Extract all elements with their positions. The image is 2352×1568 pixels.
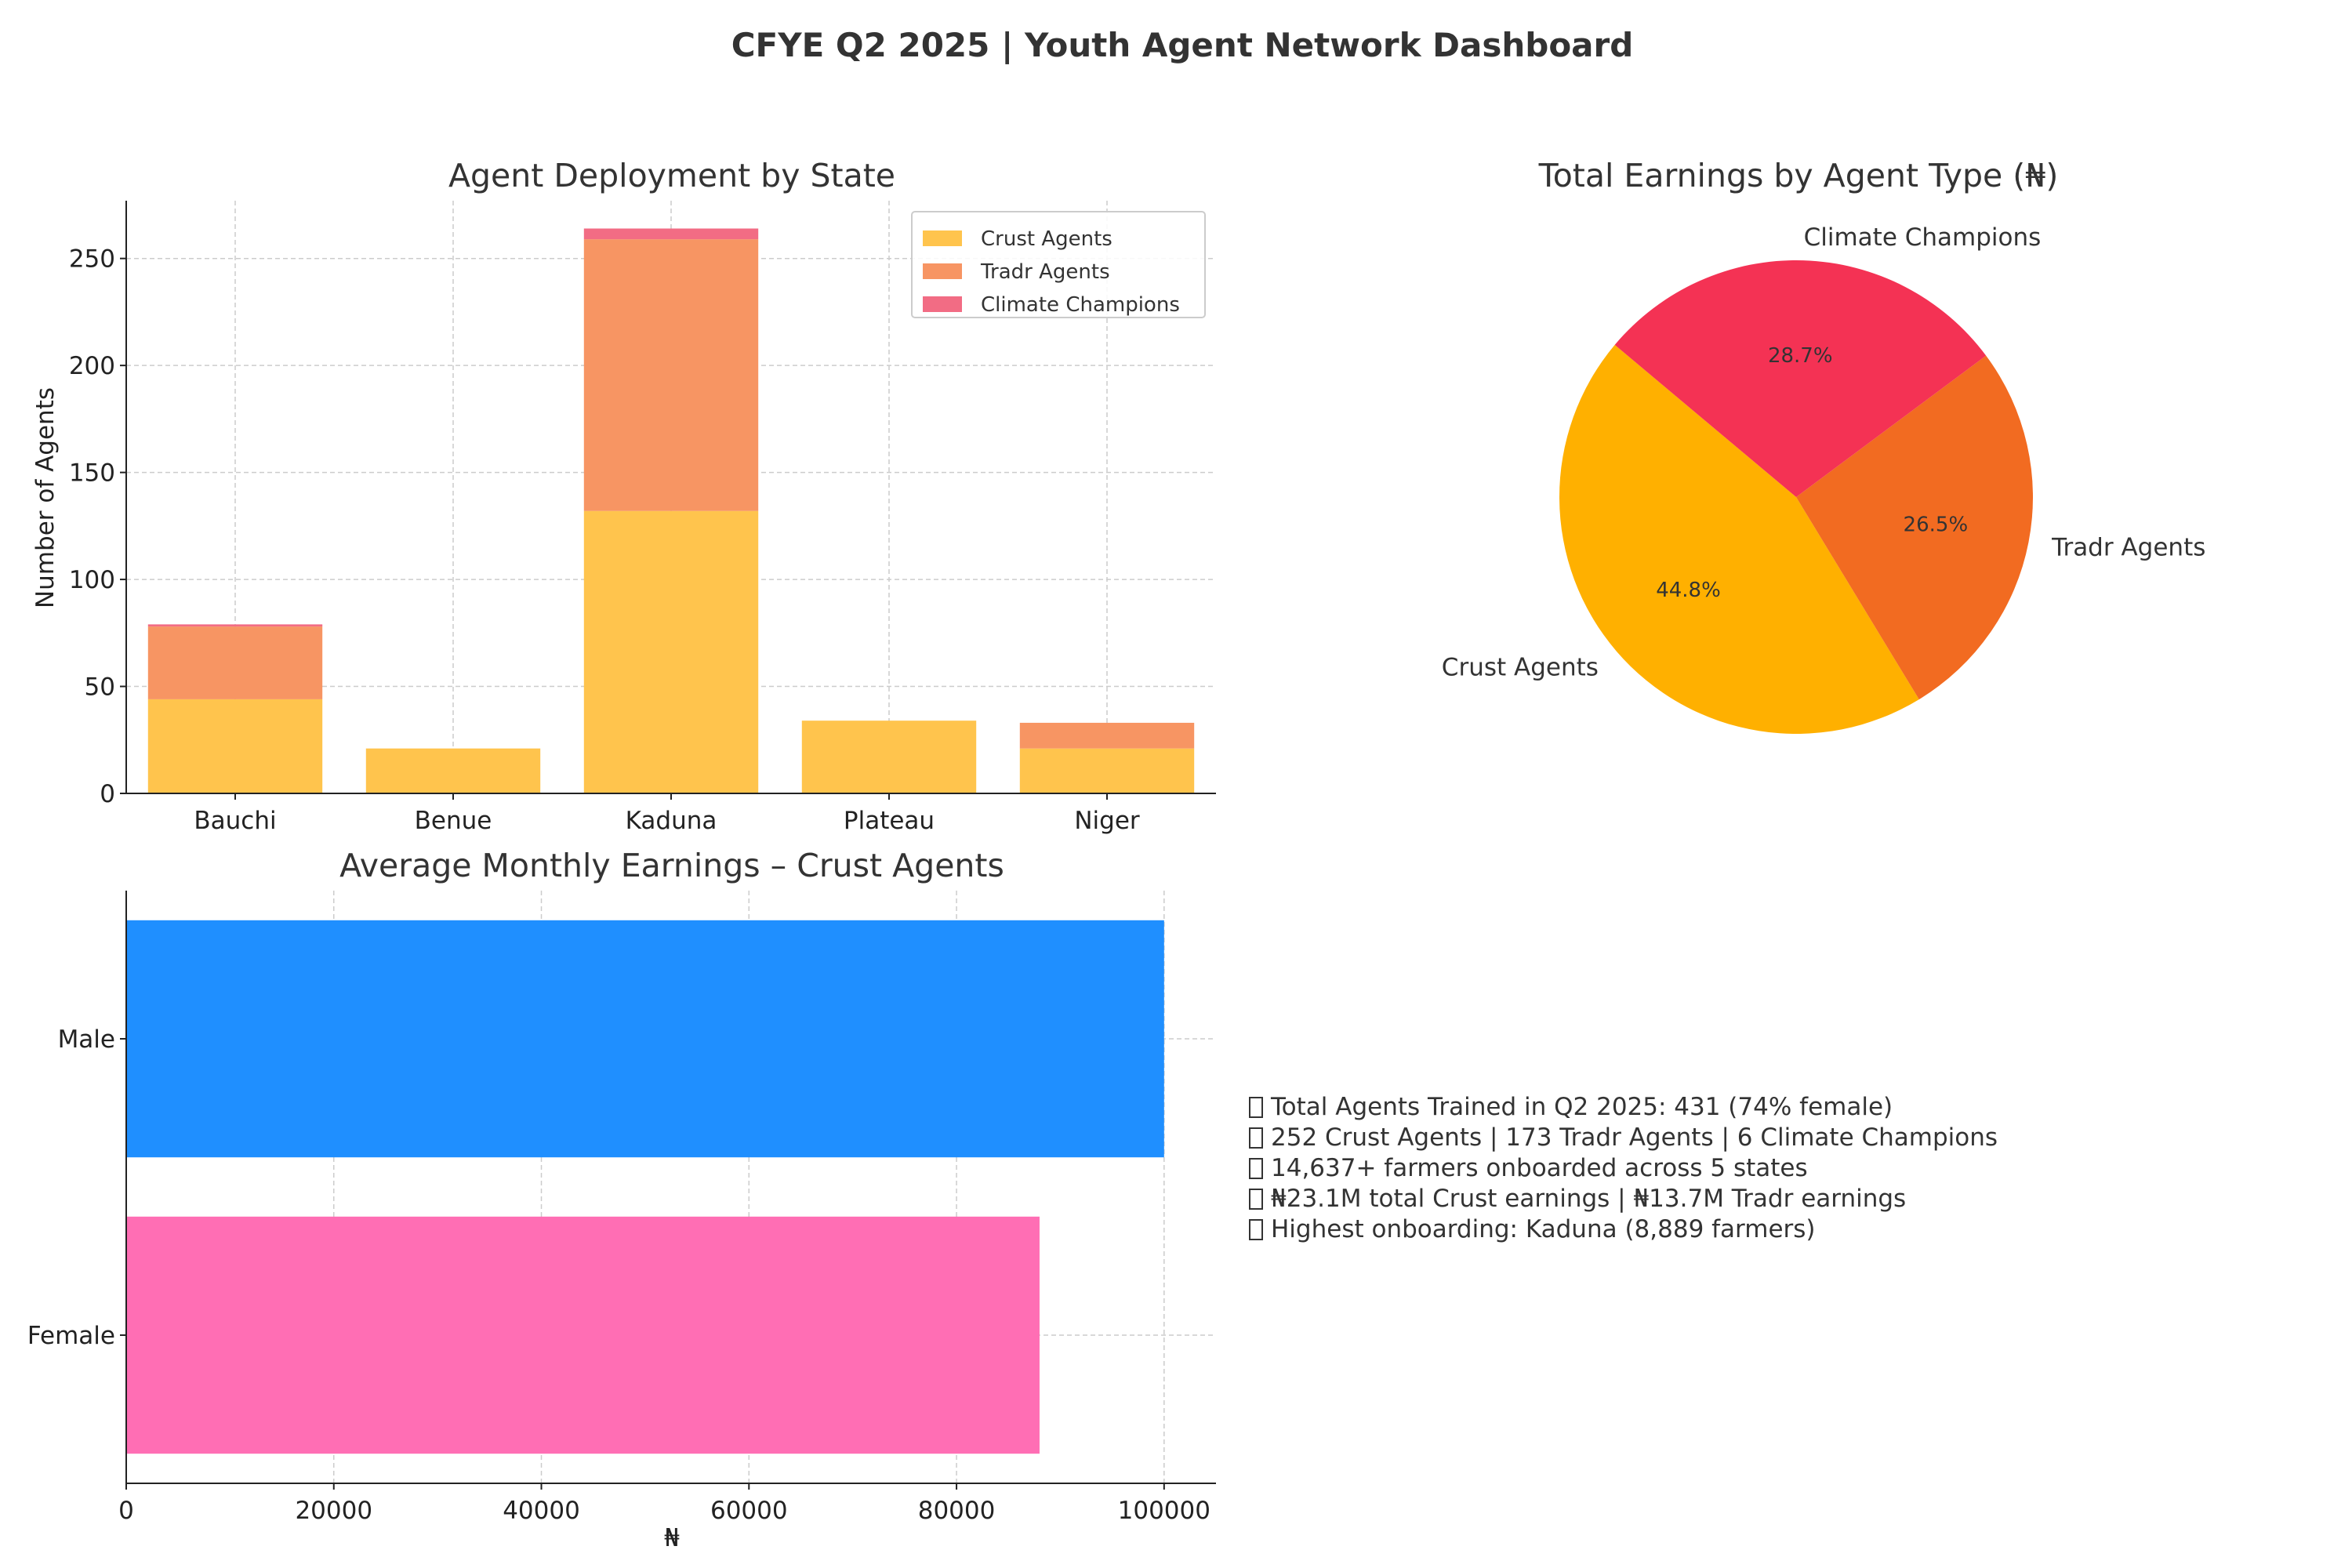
pie-percent-label: 26.5% [1904,514,1969,537]
legend-swatch [923,296,962,312]
emoji-placeholder-icon [1249,1219,1263,1240]
summary-line: Highest onboarding: Kaduna (8,889 farmer… [1249,1214,2268,1245]
y-tick-label: Female [27,1322,115,1350]
y-tick-label: 150 [69,459,115,488]
y-tick-label: 0 [100,780,115,808]
summary-panel: Total Agents Trained in Q2 2025: 431 (74… [1249,1092,2268,1245]
summary-line: 252 Crust Agents | 173 Tradr Agents | 6 … [1249,1123,2268,1153]
y-tick-label: 250 [69,245,115,274]
x-tick-label: 40000 [503,1497,580,1525]
bar-segment [147,624,323,627]
x-tick-label: Niger [1074,807,1140,835]
pie-slice-label: Climate Champions [1804,223,2042,252]
deployment-y-axis-label: Number of Agents [31,387,60,608]
bar-segment [1019,748,1195,793]
pie-slice [1614,260,1987,497]
legend-swatch [923,263,962,279]
y-tick-label: 50 [85,673,115,702]
emoji-placeholder-icon [1249,1127,1263,1149]
x-tick-label: Benue [415,807,492,835]
x-tick-label: Bauchi [194,807,276,835]
summary-line: ₦23.1M total Crust earnings | ₦13.7M Tra… [1249,1184,2268,1214]
pie-percent-label: 28.7% [1768,344,1833,368]
monthly-earnings-chart: Average Monthly Earnings – Crust Agents … [27,847,1216,1552]
bar-segment [583,239,759,511]
summary-text: ₦23.1M total Crust earnings | ₦13.7M Tra… [1271,1185,1907,1213]
summary-text: Total Agents Trained in Q2 2025: 431 (74… [1271,1093,1893,1121]
bar [126,1216,1040,1454]
legend-label: Climate Champions [981,293,1180,317]
pie-slice-label: Crust Agents [1442,653,1599,681]
y-tick-label: Male [58,1025,115,1054]
bar-segment [801,720,977,793]
summary-line: Total Agents Trained in Q2 2025: 431 (74… [1249,1092,2268,1123]
summary-text: 14,637+ farmers onboarded across 5 state… [1271,1154,1808,1182]
deployment-chart: Agent Deployment by State Number of Agen… [31,157,1216,835]
bar [126,920,1164,1158]
y-tick-label: 100 [69,566,115,594]
deployment-chart-title: Agent Deployment by State [448,157,895,194]
x-tick-label: 60000 [710,1497,788,1525]
monthly-earnings-x-axis-label: ₦ [664,1524,680,1552]
bar-segment [147,626,323,699]
summary-line: 14,637+ farmers onboarded across 5 state… [1249,1153,2268,1184]
x-tick-label: 100000 [1118,1497,1210,1525]
earnings-pie-chart: Total Earnings by Agent Type (₦) 44.8% Cr… [1442,157,2205,734]
pie-slice [1796,355,2033,700]
pie-slice-label: Tradr Agents [2051,534,2205,562]
bar-segment [1019,722,1195,749]
bar-segment [583,228,759,240]
emoji-placeholder-icon [1249,1097,1263,1118]
x-tick-label: 20000 [295,1497,372,1525]
pie-slice [1559,344,1919,734]
pie-percent-label: 44.8% [1656,579,1721,602]
emoji-placeholder-icon [1249,1158,1263,1179]
x-tick-label: 80000 [918,1497,996,1525]
legend-swatch [923,230,962,246]
earnings-pie-title: Total Earnings by Agent Type (₦) [1538,157,2059,194]
y-tick-label: 200 [69,352,115,380]
legend-label: Crust Agents [981,227,1112,251]
legend-label: Tradr Agents [980,260,1110,284]
summary-text: 252 Crust Agents | 173 Tradr Agents | 6 … [1271,1123,1998,1152]
x-tick-label: Kaduna [626,807,717,835]
bar-segment [147,699,323,793]
dashboard-title: CFYE Q2 2025 | Youth Agent Network Dashb… [731,26,1634,64]
bar-segment [583,510,759,793]
x-tick-label: Plateau [844,807,935,835]
x-tick-label: 0 [118,1497,134,1525]
bar-segment [365,748,541,793]
monthly-earnings-title: Average Monthly Earnings – Crust Agents [339,847,1004,884]
legend-box [911,211,1206,318]
emoji-placeholder-icon [1249,1189,1263,1210]
summary-text: Highest onboarding: Kaduna (8,889 farmer… [1271,1215,1816,1243]
